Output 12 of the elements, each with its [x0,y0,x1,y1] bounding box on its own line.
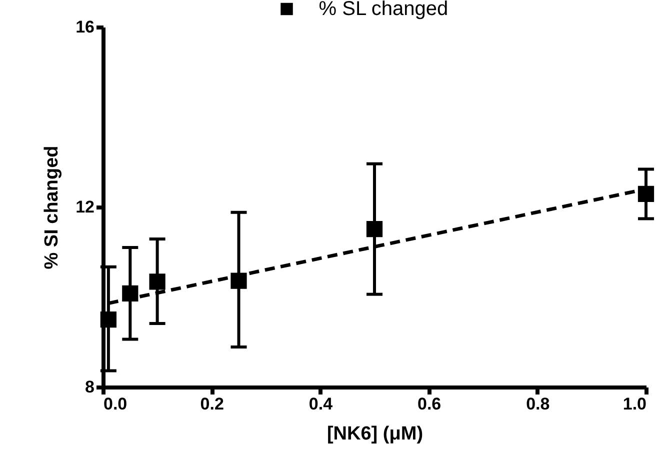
x-tick-label: 0.8 [526,394,550,414]
y-axis-title: % SI changed [42,146,63,270]
x-tick-label: 0.2 [200,394,224,414]
x-tick-label: 0.0 [104,394,128,414]
legend-label: % SL changed [318,0,448,20]
x-axis-title: [NK6] (μM) [326,424,424,444]
x-tick-label: 0.6 [417,394,442,414]
y-tick-label: 8 [85,378,94,396]
x-tick-label: 0.4 [308,394,334,414]
x-tick-label: 1.0 [622,394,646,414]
y-tick-label: 12 [76,198,94,216]
y-tick-label: 16 [76,18,94,36]
